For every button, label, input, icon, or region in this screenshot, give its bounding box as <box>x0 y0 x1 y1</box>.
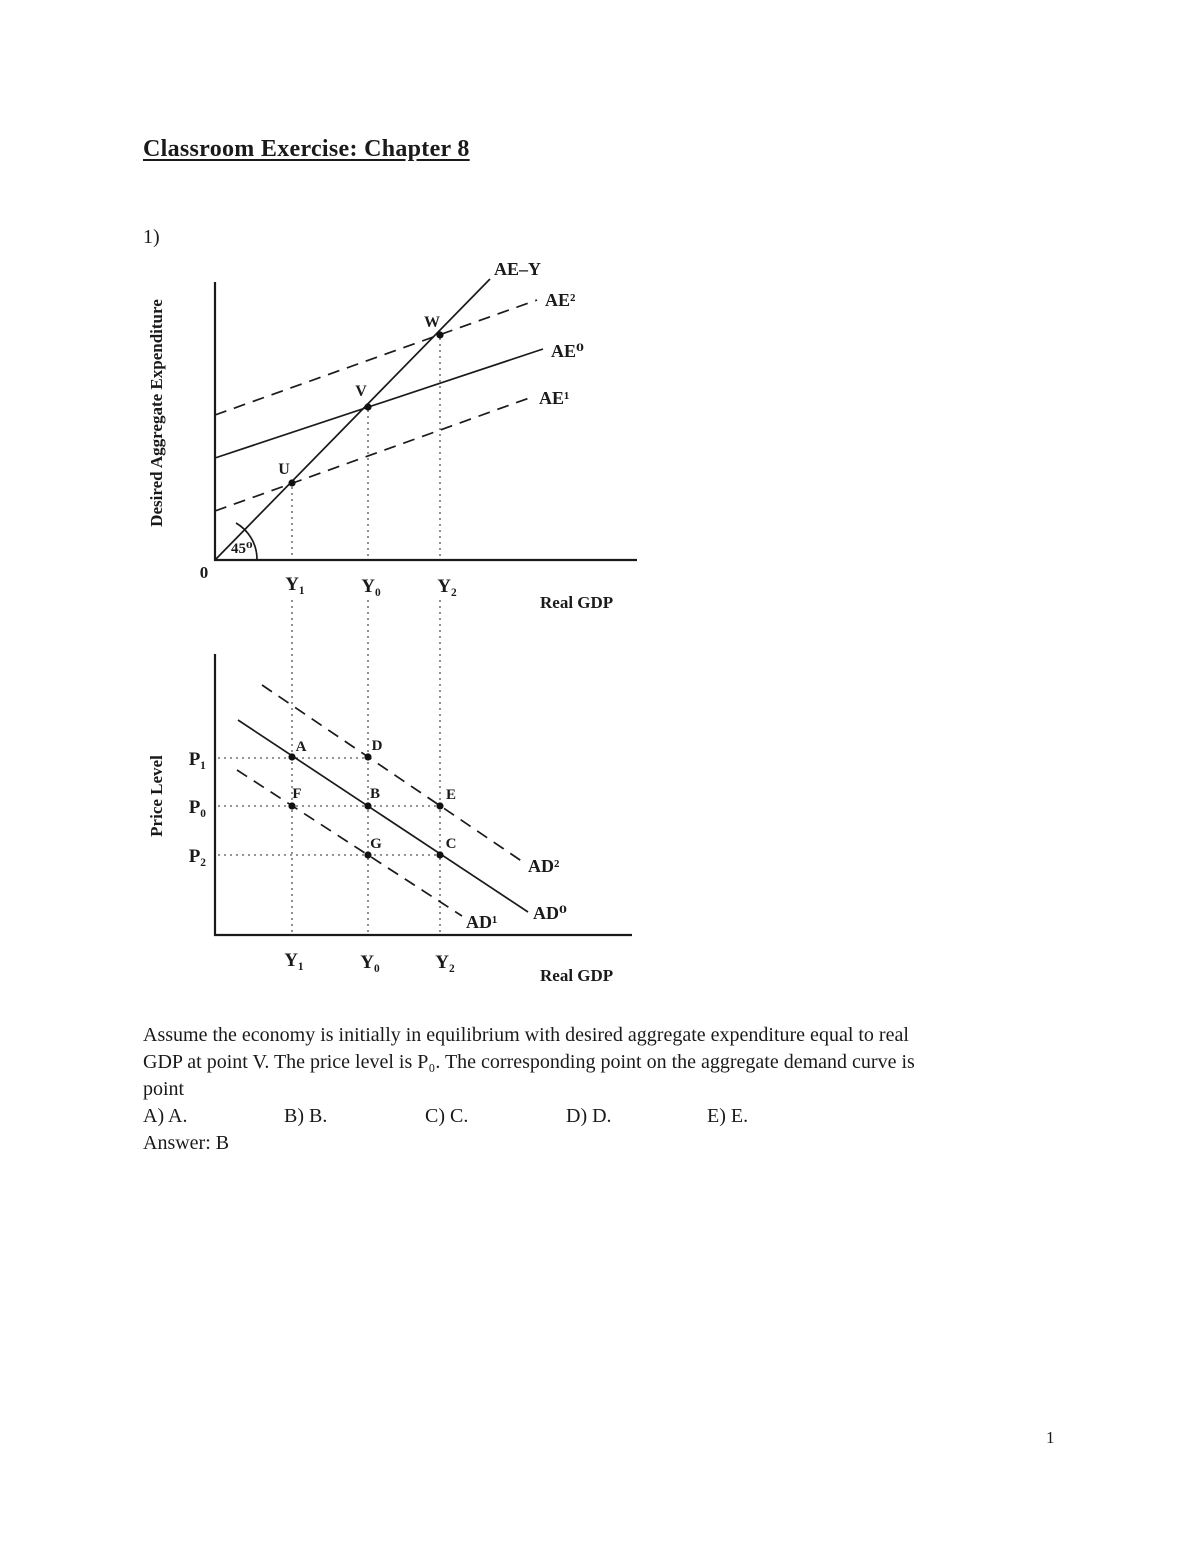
ae-y-axis-label: Desired Aggregate Expenditure <box>147 299 166 527</box>
option-d: D) D. <box>566 1105 612 1127</box>
ae-chart: Desired Aggregate Expenditure 45⁰ AE–Y A… <box>147 259 637 612</box>
ae-tick-y2: Y₂ <box>437 576 457 597</box>
point-a-label: A <box>296 739 307 755</box>
point-f-marker <box>288 802 296 810</box>
ae1-label: AE¹ <box>539 388 569 408</box>
ae-tick-y0: Y₀ <box>361 576 381 597</box>
question-line-2: GDP at point V. The price level is P₀. T… <box>143 1051 915 1073</box>
ae1-line <box>214 396 533 512</box>
price-p1-label: P₁ <box>189 749 206 770</box>
point-c-marker <box>436 851 444 859</box>
ae-45-line <box>214 278 491 561</box>
point-u-label: U <box>278 461 290 478</box>
ae2-line <box>214 299 538 416</box>
ae0-label: AE⁰ <box>551 341 584 361</box>
ad-tick-y0: Y₀ <box>360 952 380 973</box>
question-line-3: point <box>143 1078 185 1100</box>
option-a: A) A. <box>143 1105 188 1127</box>
point-a-marker <box>288 753 296 761</box>
question-block: Assume the economy is initially in equil… <box>143 1022 1093 1157</box>
ad2-line <box>261 684 524 863</box>
angle-label: 45⁰ <box>231 541 253 557</box>
guide-lines-between-charts <box>291 600 441 934</box>
answer-options: A) A. B) B. C) C. D) D. E) E. <box>143 1103 1093 1130</box>
ad-x-axis-label: Real GDP <box>540 966 613 985</box>
point-b-marker <box>364 802 372 810</box>
page-number: 1 <box>1046 1428 1055 1447</box>
point-e-marker <box>436 802 444 810</box>
point-w-label: W <box>424 314 440 331</box>
ae-45-label: AE–Y <box>494 259 541 279</box>
ae0-line <box>214 348 544 459</box>
ad1-label: AD¹ <box>466 912 497 932</box>
ad0-label: AD⁰ <box>533 903 567 923</box>
point-f-label: F <box>292 786 301 802</box>
option-c: C) C. <box>425 1105 469 1127</box>
ae-tick-y1: Y₁ <box>285 574 304 595</box>
ad2-label: AD² <box>528 856 559 876</box>
point-g-label: G <box>370 836 382 852</box>
angle-arc <box>235 522 258 560</box>
ad1-line <box>236 769 463 917</box>
point-g-marker <box>364 851 372 859</box>
ae2-label: AE² <box>545 290 575 310</box>
ad0-line <box>237 719 529 913</box>
ae-origin-label: 0 <box>200 563 209 582</box>
point-u-marker <box>288 479 296 487</box>
question-line-1: Assume the economy is initially in equil… <box>143 1024 909 1046</box>
point-d-label: D <box>372 738 383 754</box>
point-c-label: C <box>446 836 457 852</box>
point-d-marker <box>364 753 372 761</box>
ad-tick-y1: Y₁ <box>284 950 303 971</box>
price-p0-label: P₀ <box>189 797 207 818</box>
point-b-label: B <box>370 786 380 802</box>
question-number: 1) <box>143 226 160 248</box>
price-p2-label: P₂ <box>189 846 207 867</box>
ad-tick-y2: Y₂ <box>435 952 455 973</box>
ad-y-axis-label: Price Level <box>147 755 166 837</box>
option-b: B) B. <box>284 1105 328 1127</box>
ae-x-axis-label: Real GDP <box>540 593 613 612</box>
figure: Desired Aggregate Expenditure 45⁰ AE–Y A… <box>147 259 637 985</box>
page-title: Classroom Exercise: Chapter 8 <box>143 136 470 162</box>
point-w-marker <box>436 331 444 339</box>
point-v-marker <box>364 403 372 411</box>
point-e-label: E <box>446 787 456 803</box>
ad-chart: Price Level AD² AD⁰ AD¹ P₁ P₀ P₂ A D F B… <box>147 654 632 985</box>
answer-text: Answer: B <box>143 1132 230 1154</box>
option-e: E) E. <box>707 1105 749 1127</box>
point-v-label: V <box>355 383 367 400</box>
